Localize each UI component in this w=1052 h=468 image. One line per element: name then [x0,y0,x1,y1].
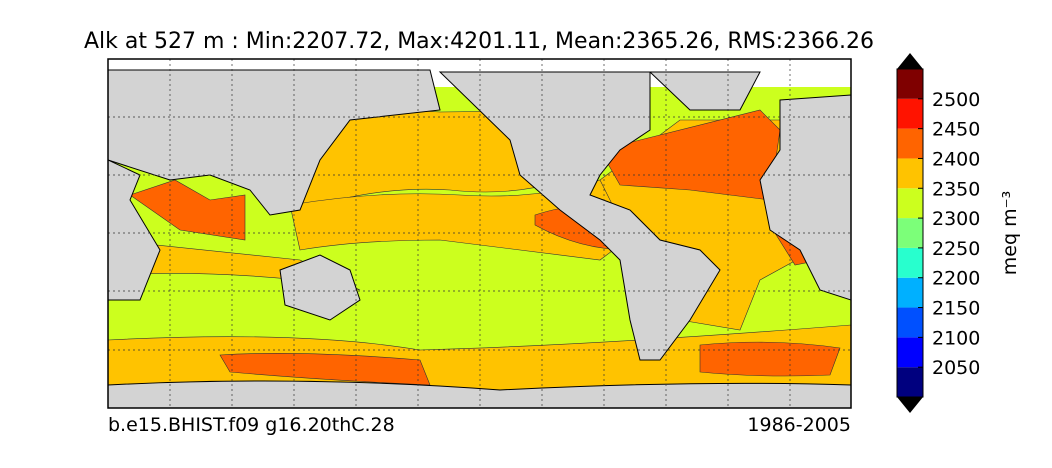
footer-left: b.e15.BHIST.f09 g16.20thC.28 [108,414,395,436]
colorbar-tick-label: 2200 [932,268,980,290]
map [107,58,852,409]
colorbar-segment [897,277,923,308]
colorbar-segment [897,69,923,99]
colorbar-tick-label: 2100 [932,327,980,349]
graticule [108,59,851,408]
colorbar-tick-label: 2500 [932,89,980,111]
colorbar-tick-label: 2400 [932,148,980,170]
continent [279,254,361,321]
colorbar-tick-label: 2250 [932,238,980,260]
colorbar-tick-label: 2150 [932,298,980,320]
contour [219,353,431,386]
contour [699,341,841,377]
colorbar-tick-label: 2350 [932,178,980,200]
colorbar-segment [897,367,923,397]
colorbar-segment [897,337,923,368]
map-frame [107,58,852,409]
continent [438,71,721,361]
continent [108,69,441,216]
colorbar-segment [897,158,923,189]
colorbar-segment [897,128,923,159]
colorbar-tick-label: 2450 [932,119,980,141]
colorbar-label: meq m⁻³ [999,191,1021,275]
footer-right: 1986-2005 [747,414,851,436]
colorbar-extend-max [897,53,923,69]
colorbar-segment [897,218,923,248]
contour [129,179,246,241]
colorbar-segment [897,188,923,219]
colorbar-tick-label: 2300 [932,208,980,230]
continent [108,380,851,408]
colorbar-segment [897,247,923,278]
continent [759,94,851,301]
continent [648,71,761,111]
colorbar-segment [897,98,923,129]
colorbar-extend-min [897,397,923,413]
colorbar-segment [897,307,923,338]
title: Alk at 527 m : Min:2207.72, Max:4201.11,… [84,29,874,54]
colorbar-tick-label: 2050 [932,357,980,379]
colorbar-frame [896,68,924,398]
